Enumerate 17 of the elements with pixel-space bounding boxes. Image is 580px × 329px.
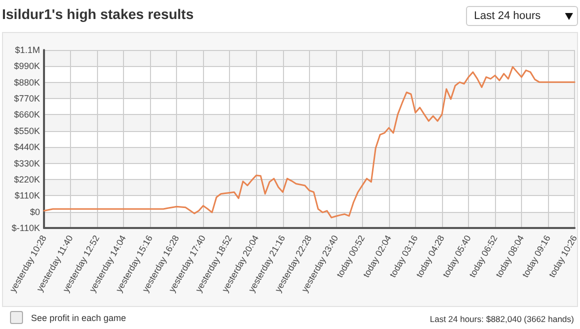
chart-title: Isildur1's high stakes results: [2, 6, 194, 22]
line-series: [43, 66, 576, 218]
dropdown: Last 24 hours: [466, 6, 578, 26]
y-tick-label: $990K: [14, 61, 40, 72]
y-tick-label: $880K: [14, 77, 40, 88]
y-tick-label: $550K: [14, 126, 40, 136]
y-tick-label: $110K: [14, 190, 40, 201]
text: Last 24 hours: $882,040 (3662 hands): [430, 314, 574, 324]
text: See profit in each game: [31, 312, 126, 322]
y-tick-label: $-110K: [12, 223, 40, 233]
y-tick-label: $1.1M: [14, 45, 40, 55]
y-tick-label: $330K: [14, 158, 40, 168]
y-tick-label: $660K: [14, 110, 40, 120]
y-tick-label: $770K: [14, 94, 40, 104]
y-tick-label: $0: [30, 206, 40, 217]
y-tick-label: $220K: [14, 174, 40, 184]
y-tick-label: $440K: [14, 142, 40, 152]
